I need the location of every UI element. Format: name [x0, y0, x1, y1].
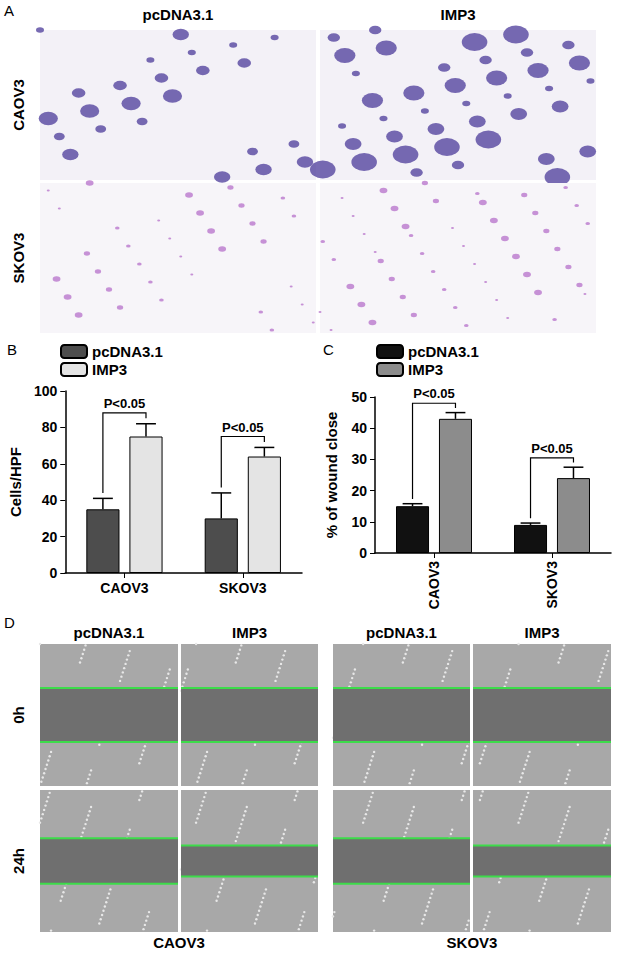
svg-text:24h: 24h — [10, 848, 27, 874]
svg-text:SKOV3: SKOV3 — [219, 580, 267, 596]
svg-text:pcDNA3.1: pcDNA3.1 — [366, 624, 437, 641]
svg-text:A: A — [4, 2, 14, 19]
svg-text:pcDNA3.1: pcDNA3.1 — [92, 343, 163, 360]
svg-text:IMP3: IMP3 — [524, 624, 559, 641]
svg-text:100: 100 — [34, 383, 58, 399]
svg-text:IMP3: IMP3 — [232, 624, 267, 641]
svg-text:D: D — [4, 614, 15, 631]
svg-text:20: 20 — [351, 483, 367, 499]
svg-text:30: 30 — [351, 451, 367, 467]
svg-text:80: 80 — [42, 419, 58, 435]
svg-text:CAOV3: CAOV3 — [153, 934, 205, 951]
svg-text:0: 0 — [359, 545, 367, 561]
svg-text:Cells/HPF: Cells/HPF — [7, 447, 24, 517]
svg-text:20: 20 — [42, 529, 58, 545]
svg-text:CAOV3: CAOV3 — [10, 79, 27, 131]
svg-text:IMP3: IMP3 — [408, 361, 443, 378]
svg-text:pcDNA3.1: pcDNA3.1 — [74, 624, 145, 641]
svg-text:P<0.05: P<0.05 — [222, 420, 264, 435]
svg-text:40: 40 — [351, 420, 367, 436]
svg-text:pcDNA3.1: pcDNA3.1 — [143, 6, 214, 23]
svg-text:IMP3: IMP3 — [440, 6, 475, 23]
svg-text:% of wound close: % of wound close — [323, 412, 340, 539]
svg-text:0h: 0h — [10, 706, 27, 724]
svg-text:IMP3: IMP3 — [92, 361, 127, 378]
svg-text:0: 0 — [49, 565, 57, 581]
svg-text:CAOV3: CAOV3 — [100, 580, 148, 596]
svg-text:SKOV3: SKOV3 — [447, 934, 498, 951]
svg-text:pcDNA3.1: pcDNA3.1 — [408, 343, 479, 360]
svg-text:40: 40 — [42, 492, 58, 508]
svg-text:SKOV3: SKOV3 — [10, 233, 27, 284]
svg-text:CAOV3: CAOV3 — [426, 561, 442, 609]
svg-text:50: 50 — [351, 389, 367, 405]
svg-text:P<0.05: P<0.05 — [531, 441, 573, 456]
svg-text:10: 10 — [351, 514, 367, 530]
svg-text:C: C — [323, 341, 334, 358]
svg-text:60: 60 — [42, 456, 58, 472]
svg-text:P<0.05: P<0.05 — [413, 386, 455, 401]
svg-text:B: B — [7, 341, 17, 358]
svg-text:SKOV3: SKOV3 — [544, 561, 560, 609]
svg-text:P<0.05: P<0.05 — [104, 396, 146, 411]
